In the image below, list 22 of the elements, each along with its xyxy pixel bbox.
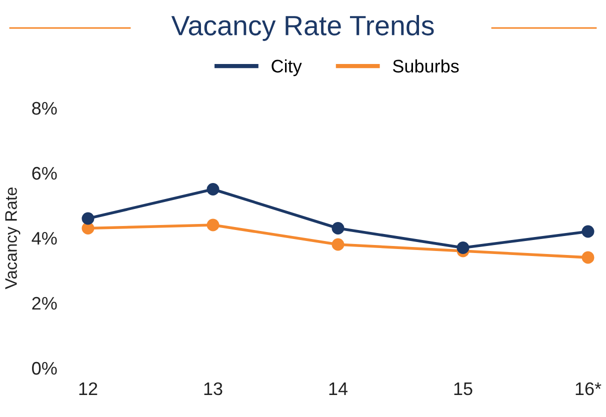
point	[582, 225, 594, 238]
point	[206, 183, 220, 196]
point	[332, 238, 344, 251]
point	[332, 222, 344, 234]
y-tick-label: 2%	[32, 296, 57, 310]
y-tick-label: 4%	[32, 232, 57, 245]
chart-title: Vacancy Rate Trends	[171, 15, 434, 41]
point	[206, 218, 220, 232]
x-tick-label: 12	[79, 382, 98, 395]
y-axis-title: Vacancy Rate	[5, 187, 20, 290]
point	[582, 251, 594, 264]
y-tick-label: 0%	[32, 362, 57, 375]
y-tick-label: 6%	[32, 166, 57, 180]
point	[456, 242, 470, 254]
x-tick-label: 14	[329, 382, 348, 395]
y-tick-label: 8%	[32, 102, 57, 115]
x-tick-label: 13	[204, 382, 222, 396]
x-tick-label: 16*	[576, 382, 602, 396]
legend-label: City	[272, 59, 302, 76]
point	[82, 212, 94, 225]
legend-label: Suburbs	[392, 59, 459, 73]
x-tick-label: 15	[454, 382, 472, 396]
